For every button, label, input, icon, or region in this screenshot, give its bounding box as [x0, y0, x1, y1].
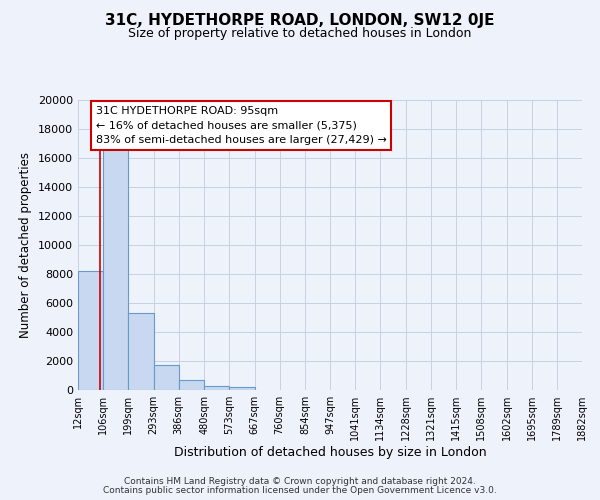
- Bar: [229, 387, 254, 390]
- Bar: [128, 313, 154, 390]
- Text: 31C, HYDETHORPE ROAD, LONDON, SW12 0JE: 31C, HYDETHORPE ROAD, LONDON, SW12 0JE: [105, 12, 495, 28]
- Y-axis label: Number of detached properties: Number of detached properties: [19, 152, 32, 338]
- Bar: [103, 150, 128, 390]
- Bar: [78, 271, 103, 390]
- Text: 31C HYDETHORPE ROAD: 95sqm
← 16% of detached houses are smaller (5,375)
83% of s: 31C HYDETHORPE ROAD: 95sqm ← 16% of deta…: [95, 106, 386, 146]
- Text: Size of property relative to detached houses in London: Size of property relative to detached ho…: [128, 28, 472, 40]
- Text: Contains HM Land Registry data © Crown copyright and database right 2024.: Contains HM Land Registry data © Crown c…: [124, 477, 476, 486]
- X-axis label: Distribution of detached houses by size in London: Distribution of detached houses by size …: [173, 446, 487, 459]
- Text: Contains public sector information licensed under the Open Government Licence v3: Contains public sector information licen…: [103, 486, 497, 495]
- Bar: [179, 380, 204, 390]
- Bar: [204, 386, 229, 390]
- Bar: [154, 364, 179, 390]
